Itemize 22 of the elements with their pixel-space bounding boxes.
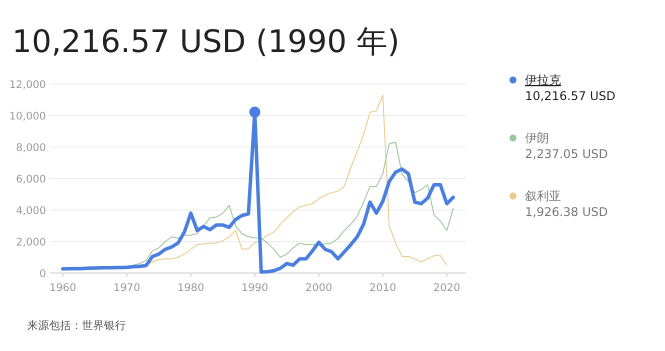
- text: 2,237.05 USD: [525, 147, 608, 161]
- x-tick-label: 2000: [305, 282, 332, 294]
- y-tick-label: 8,000: [16, 142, 46, 154]
- x-tick-label: 1960: [49, 282, 76, 294]
- y-tick-label: 12,000: [9, 79, 46, 91]
- legend-label: 伊朗: [525, 131, 549, 145]
- y-tick-label: 4,000: [16, 205, 46, 217]
- x-tick-label: 1980: [177, 282, 204, 294]
- x-tick-label: 2020: [433, 282, 460, 294]
- legend-label: 伊拉克: [525, 73, 561, 87]
- text: 来源包括：世界银行: [27, 319, 126, 332]
- x-tick-label: 1990: [241, 282, 268, 294]
- chart-title: 10,216.57 USD (1990 年): [12, 24, 400, 60]
- y-tick-label: 10,000: [9, 110, 46, 122]
- y-tick-label: 6,000: [16, 174, 46, 186]
- text: 10,216.57 USD: [525, 89, 616, 103]
- y-tick-label: 0: [39, 268, 46, 280]
- y-tick-label: 2,000: [16, 236, 46, 248]
- x-tick-label: 1970: [113, 282, 140, 294]
- x-tick-label: 2010: [369, 282, 396, 294]
- legend-label: 叙利亚: [525, 189, 561, 203]
- text: 1,926.38 USD: [525, 205, 608, 219]
